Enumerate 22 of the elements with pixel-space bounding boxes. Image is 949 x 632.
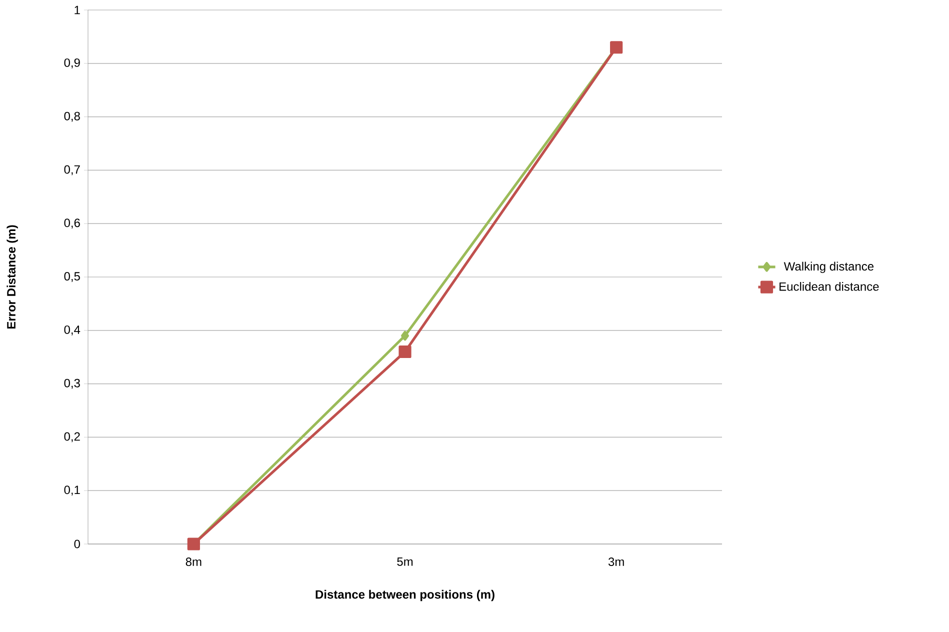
x-axis-title: Distance between positions (m): [316, 590, 494, 602]
legend-label: Walking distance: [784, 262, 874, 273]
y-tick-label: 0,7: [64, 165, 80, 176]
y-tick-label: 0,2: [64, 432, 80, 442]
y-tick-label: 0,9: [64, 58, 80, 68]
x-tick-label: 5m: [397, 558, 413, 566]
y-tick-label: 0,4: [64, 325, 80, 336]
point: [401, 330, 410, 341]
y-tick-label: 0,6: [64, 218, 80, 229]
legend-label: Euclidean distance: [780, 282, 879, 291]
x-tick-label: 8m: [186, 558, 202, 566]
y-tick-label: 0,3: [64, 378, 80, 389]
y-tick-label: 1: [74, 6, 80, 14]
x-tick-label: 3m: [608, 558, 624, 566]
y-tick-label: 0,1: [64, 486, 80, 496]
point: [187, 538, 200, 550]
y-tick-label: 0,8: [64, 112, 80, 122]
y-axis-title: Error Distance (m): [6, 225, 18, 329]
point: [610, 41, 623, 54]
point: [398, 345, 412, 358]
y-tick-label: 0: [74, 540, 80, 548]
y-tick-label: 0,5: [64, 272, 80, 282]
